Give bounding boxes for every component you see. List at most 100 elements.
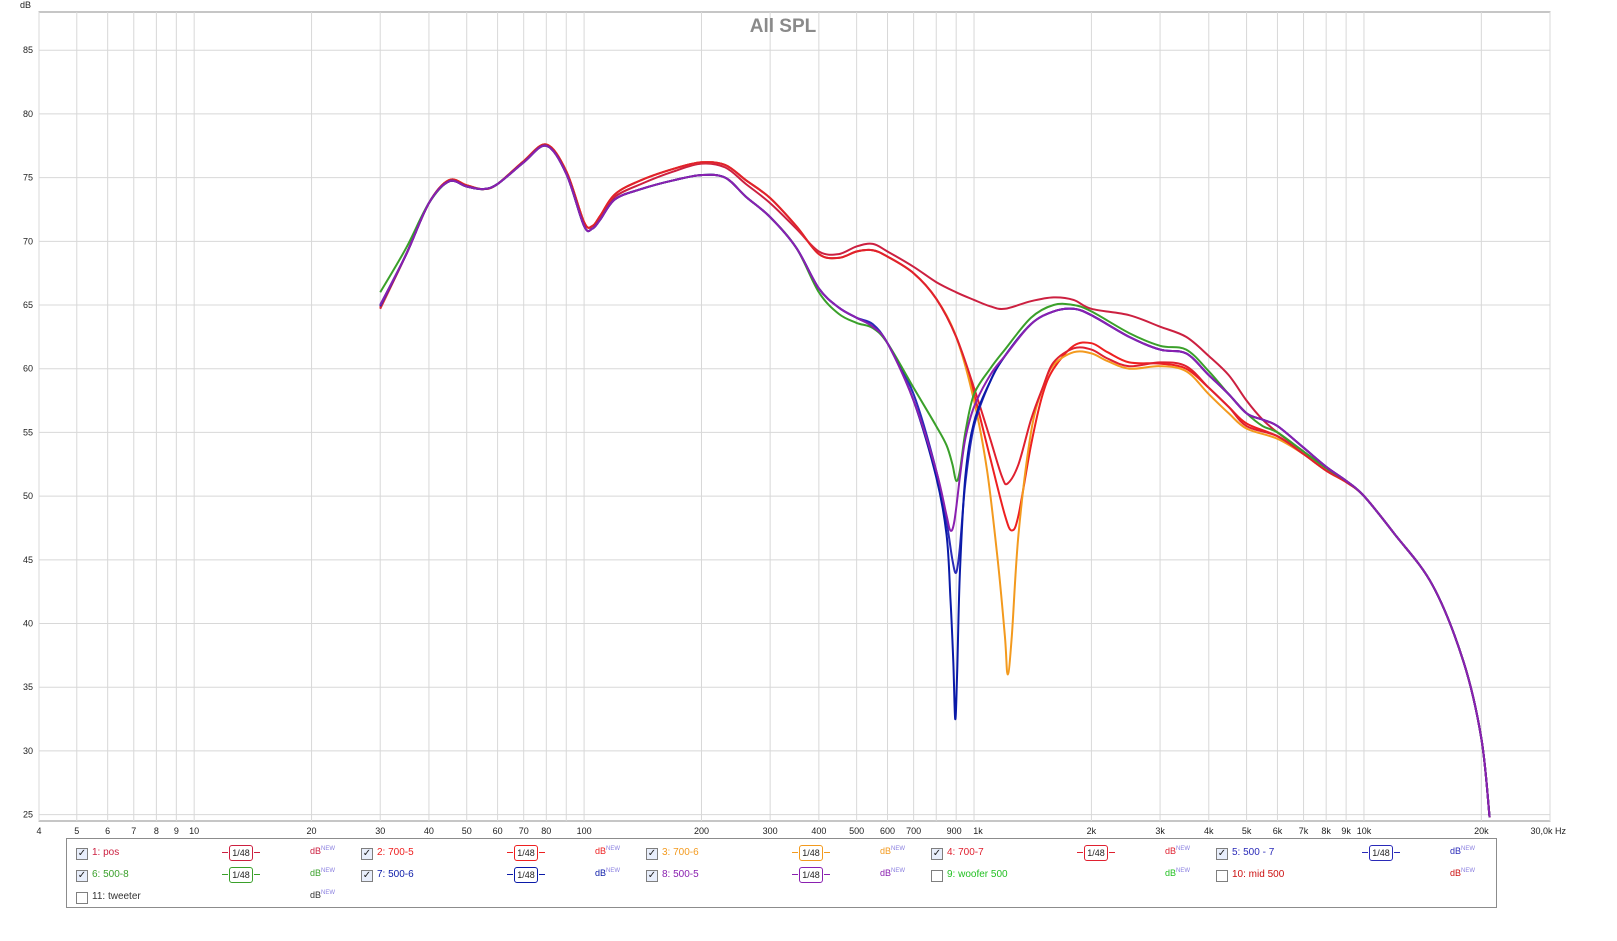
x-tick-label: 500 [849,826,864,836]
unit-superscript: NEW [321,846,336,852]
legend-checkbox[interactable]: ✓ [646,848,658,860]
y-tick-label: 85 [23,45,33,55]
x-tick-label: 600 [880,826,895,836]
legend-unit-label[interactable]: dBNEW [880,846,905,856]
unit-text: dB [1450,868,1462,878]
x-tick-label: 20k [1474,826,1489,836]
unit-superscript: NEW [1176,846,1191,852]
unit-superscript: NEW [1176,868,1191,874]
legend-item: ✓ 3: 700-6 1/48 dBNEW [637,843,922,865]
x-tick-label: 8 [154,826,159,836]
unit-superscript: NEW [606,846,621,852]
unit-text: dB [310,890,322,900]
smoothing-button[interactable]: 1/48 [792,845,830,861]
legend-checkbox[interactable] [931,870,943,882]
x-tick-label: 10k [1357,826,1372,836]
legend-label: 1: pos [92,847,120,858]
y-tick-label: 60 [23,364,33,374]
x-tick-label: 6k [1273,826,1283,836]
x-tick-label: 100 [577,826,592,836]
legend-checkbox[interactable]: ✓ [76,870,88,882]
y-axis-unit: dB [20,0,31,10]
y-tick-label: 75 [23,173,33,183]
x-tick-label: 6 [105,826,110,836]
x-tick-label: 9 [174,826,179,836]
unit-text: dB [880,868,892,878]
unit-text: dB [880,846,892,856]
legend-label: 3: 700-6 [662,847,699,858]
legend-item: ✓ 4: 700-7 1/48 dBNEW [922,843,1207,865]
legend-unit-label[interactable]: dBNEW [310,868,335,878]
unit-text: dB [310,846,322,856]
unit-text: dB [595,868,607,878]
legend-unit-label[interactable]: dBNEW [310,846,335,856]
legend-item: ✓ 2: 700-5 1/48 dBNEW [352,843,637,865]
legend-unit-label[interactable]: dBNEW [1450,846,1475,856]
x-tick-label: 1k [973,826,983,836]
smoothing-button[interactable]: 1/48 [222,845,260,861]
y-tick-label: 40 [23,619,33,629]
unit-superscript: NEW [321,890,336,896]
x-tick-label: 400 [811,826,826,836]
smoothing-button[interactable]: 1/48 [1362,845,1400,861]
legend-checkbox[interactable]: ✓ [76,848,88,860]
data-series[interactable] [379,143,1491,818]
x-tick-label: 700 [906,826,921,836]
x-tick-label: 300 [763,826,778,836]
legend-item: ✓ 8: 500-5 1/48 dBNEW [637,865,922,887]
legend-item: ✓ 7: 500-6 1/48 dBNEW [352,865,637,887]
legend-checkbox[interactable]: ✓ [931,848,943,860]
x-tick-label: 50 [462,826,472,836]
legend-unit-label[interactable]: dBNEW [1165,868,1190,878]
y-tick-label: 30 [23,746,33,756]
legend-checkbox[interactable] [1216,870,1228,882]
legend-checkbox[interactable]: ✓ [646,870,658,882]
legend-item: ✓ 5: 500 - 7 1/48 dBNEW [1207,843,1492,865]
legend-label: 2: 700-5 [377,847,414,858]
x-tick-label: 8k [1321,826,1331,836]
legend-checkbox[interactable] [76,892,88,904]
unit-superscript: NEW [1461,846,1476,852]
smoothing-button[interactable]: 1/48 [792,867,830,883]
legend-unit-label[interactable]: dBNEW [1450,868,1475,878]
legend-label: 6: 500-8 [92,869,129,880]
legend-checkbox[interactable]: ✓ [361,870,373,882]
legend-panel: ✓ 1: pos 1/48 dBNEW ✓ 2: 700-5 1/48 dBNEW ✓ 3: 70… [66,838,1497,908]
x-tick-label: 4k [1204,826,1214,836]
plot-background [38,11,1551,822]
legend-checkbox[interactable]: ✓ [361,848,373,860]
unit-superscript: NEW [606,868,621,874]
smoothing-button[interactable]: 1/48 [1077,845,1115,861]
y-tick-label: 80 [23,109,33,119]
legend-unit-label[interactable]: dBNEW [310,890,335,900]
legend-item: ✓ 1: pos 1/48 dBNEW [67,843,352,865]
grid-lines [38,12,1551,821]
x-tick-label: 60 [493,826,503,836]
unit-text: dB [1165,868,1177,878]
legend-unit-label[interactable]: dBNEW [1165,846,1190,856]
legend-label: 5: 500 - 7 [1232,847,1275,858]
smoothing-button[interactable]: 1/48 [222,867,260,883]
y-tick-label: 55 [23,427,33,437]
legend-unit-label[interactable]: dBNEW [595,868,620,878]
series-line-8[interactable] [379,144,1491,818]
unit-superscript: NEW [321,868,336,874]
x-tick-label: 70 [519,826,529,836]
x-tick-label: 5k [1242,826,1252,836]
smoothing-button[interactable]: 1/48 [507,867,545,883]
legend-item: ✓ 6: 500-8 1/48 dBNEW [67,865,352,887]
y-tick-label: 65 [23,300,33,310]
unit-text: dB [310,868,322,878]
legend-label: 11: tweeter [92,891,141,902]
legend-row: 11: tweeter dBNEW [67,887,1496,909]
x-tick-label: 20 [307,826,317,836]
y-tick-label: 50 [23,491,33,501]
legend-unit-label[interactable]: dBNEW [595,846,620,856]
legend-checkbox[interactable]: ✓ [1216,848,1228,860]
legend-label: 4: 700-7 [947,847,984,858]
chart-title: All SPL [750,16,817,37]
legend-unit-label[interactable]: dBNEW [880,868,905,878]
x-tick-label: 2k [1087,826,1097,836]
smoothing-button[interactable]: 1/48 [507,845,545,861]
